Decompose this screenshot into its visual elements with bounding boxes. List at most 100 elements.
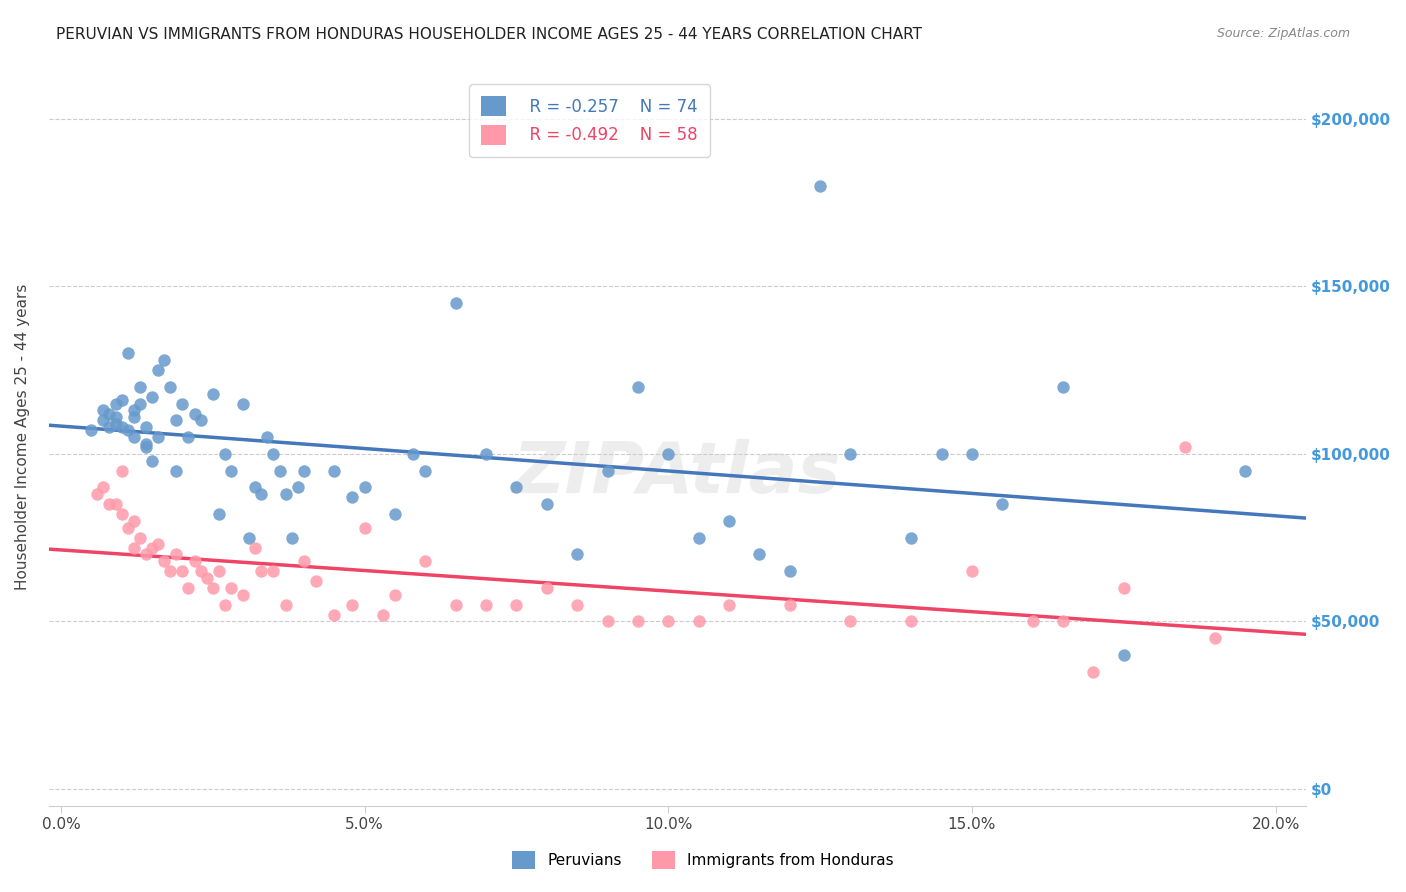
Point <box>536 497 558 511</box>
Point <box>839 615 862 629</box>
Point <box>250 564 273 578</box>
Point <box>475 598 498 612</box>
Point <box>111 393 134 408</box>
Point <box>245 480 267 494</box>
Point <box>256 430 278 444</box>
Point <box>1052 380 1074 394</box>
Point <box>287 480 309 494</box>
Point <box>323 607 346 622</box>
Legend: Peruvians, Immigrants from Honduras: Peruvians, Immigrants from Honduras <box>506 845 900 875</box>
Point <box>165 547 187 561</box>
Point <box>900 531 922 545</box>
Point <box>323 464 346 478</box>
Point <box>748 547 770 561</box>
Y-axis label: Householder Income Ages 25 - 44 years: Householder Income Ages 25 - 44 years <box>15 284 30 591</box>
Point <box>505 480 527 494</box>
Point <box>567 598 589 612</box>
Text: ZIPAtlas: ZIPAtlas <box>513 440 842 508</box>
Point <box>415 464 437 478</box>
Point <box>1021 615 1043 629</box>
Point <box>475 447 498 461</box>
Point <box>269 464 291 478</box>
Point <box>1234 464 1257 478</box>
Point <box>402 447 425 461</box>
Point <box>808 178 831 193</box>
Point <box>415 554 437 568</box>
Point <box>505 598 527 612</box>
Point <box>122 409 145 424</box>
Point <box>567 547 589 561</box>
Point <box>371 607 394 622</box>
Point <box>232 396 254 410</box>
Point <box>135 547 157 561</box>
Point <box>177 581 200 595</box>
Point <box>183 407 205 421</box>
Point <box>274 487 297 501</box>
Point <box>117 520 139 534</box>
Point <box>960 564 983 578</box>
Point <box>159 380 181 394</box>
Point <box>657 447 679 461</box>
Point <box>195 571 218 585</box>
Point <box>93 413 115 427</box>
Point <box>1112 581 1135 595</box>
Point <box>627 615 650 629</box>
Point <box>172 396 194 410</box>
Point <box>960 447 983 461</box>
Point <box>172 564 194 578</box>
Point <box>98 497 121 511</box>
Point <box>353 480 375 494</box>
Point <box>1173 440 1195 454</box>
Point <box>219 464 242 478</box>
Point <box>263 447 285 461</box>
Point <box>135 440 157 454</box>
Point <box>159 564 181 578</box>
Point <box>128 380 150 394</box>
Point <box>135 436 157 450</box>
Point <box>991 497 1014 511</box>
Point <box>104 497 127 511</box>
Point <box>141 453 163 467</box>
Point <box>183 554 205 568</box>
Point <box>688 615 710 629</box>
Point <box>104 396 127 410</box>
Point <box>141 390 163 404</box>
Point <box>214 598 236 612</box>
Legend:   R = -0.257    N = 74,   R = -0.492    N = 58: R = -0.257 N = 74, R = -0.492 N = 58 <box>470 84 710 157</box>
Point <box>146 537 169 551</box>
Text: Source: ZipAtlas.com: Source: ZipAtlas.com <box>1216 27 1350 40</box>
Point <box>305 574 328 588</box>
Point <box>165 464 187 478</box>
Point <box>596 464 619 478</box>
Point <box>214 447 236 461</box>
Point <box>153 353 176 368</box>
Point <box>111 464 134 478</box>
Point <box>146 363 169 377</box>
Point <box>292 554 315 568</box>
Point <box>657 615 679 629</box>
Point <box>128 531 150 545</box>
Point <box>122 403 145 417</box>
Point <box>201 581 224 595</box>
Point <box>232 588 254 602</box>
Point <box>596 615 619 629</box>
Point <box>779 564 801 578</box>
Point <box>117 346 139 360</box>
Point <box>190 564 212 578</box>
Point <box>98 420 121 434</box>
Text: PERUVIAN VS IMMIGRANTS FROM HONDURAS HOUSEHOLDER INCOME AGES 25 - 44 YEARS CORRE: PERUVIAN VS IMMIGRANTS FROM HONDURAS HOU… <box>56 27 922 42</box>
Point <box>274 598 297 612</box>
Point <box>1204 631 1226 645</box>
Point <box>177 430 200 444</box>
Point <box>219 581 242 595</box>
Point <box>900 615 922 629</box>
Point <box>165 413 187 427</box>
Point <box>353 520 375 534</box>
Point <box>201 386 224 401</box>
Point <box>86 487 108 501</box>
Point <box>384 588 406 602</box>
Point <box>627 380 650 394</box>
Point <box>536 581 558 595</box>
Point <box>1052 615 1074 629</box>
Point <box>98 407 121 421</box>
